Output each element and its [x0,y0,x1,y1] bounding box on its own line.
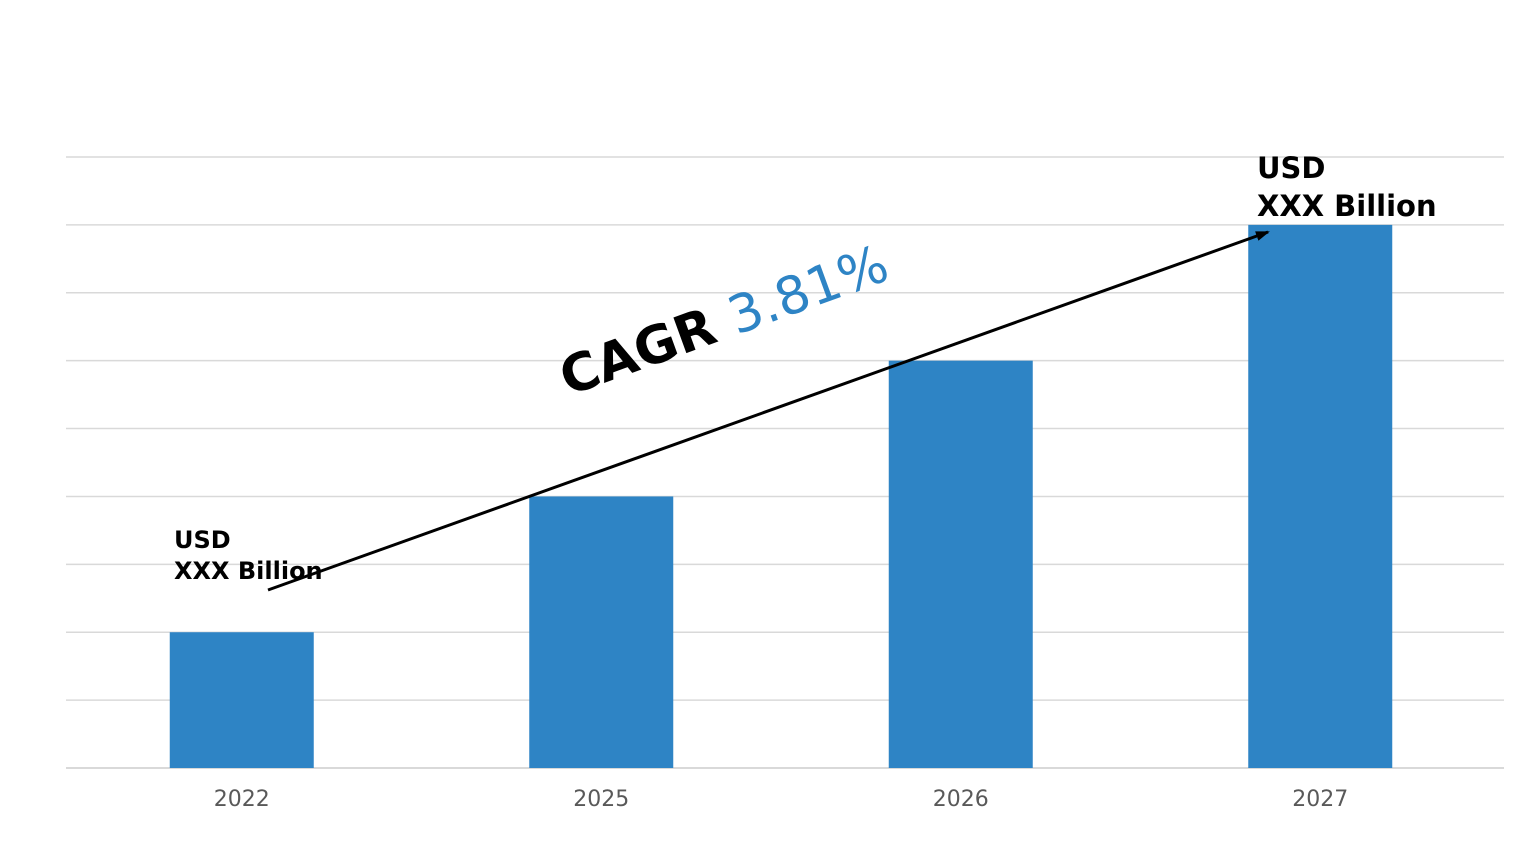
start-amount-label: XXX Billion [174,557,323,586]
x-tick-label-2022: 2022 [214,787,270,812]
x-tick-labels: 2022 2025 2026 2027 [214,787,1349,812]
cagr-trend-arrow [267,230,1270,592]
x-tick-label-2025: 2025 [573,787,629,812]
bar-2022 [169,632,314,768]
x-tick-label-2027: 2027 [1292,787,1348,812]
start-value-annotation: USD XXX Billion [174,525,323,587]
start-currency-label: USD [174,526,231,554]
x-tick-label-2026: 2026 [933,787,989,812]
bar-2026 [888,360,1033,768]
bars [169,224,1393,768]
end-amount-label: XXX Billion [1257,188,1437,223]
bar-2027 [1248,224,1393,768]
end-currency-label: USD [1257,151,1326,185]
end-value-annotation: USD XXX Billion [1257,150,1437,225]
bar-2025 [529,496,674,768]
